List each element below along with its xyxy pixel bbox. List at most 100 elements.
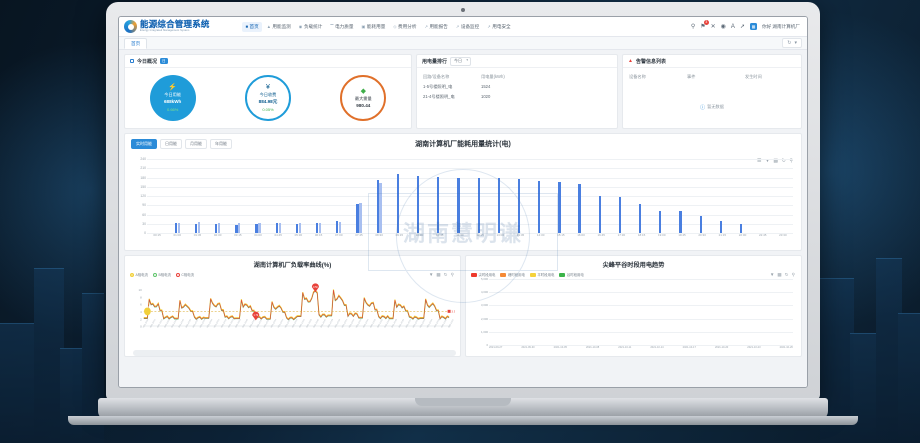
- bar-group[interactable]: [652, 159, 672, 233]
- legend-item[interactable]: 峰时段用电: [500, 272, 525, 277]
- ranking-period-select[interactable]: 今日: [450, 56, 472, 66]
- bar-switch-icon[interactable]: ▩: [773, 158, 779, 164]
- bar-switch-icon[interactable]: ▩: [777, 272, 782, 277]
- bar-group[interactable]: [490, 159, 510, 233]
- bar-group[interactable]: [288, 159, 308, 233]
- bar-group[interactable]: [329, 159, 349, 233]
- tab-home[interactable]: 首页: [124, 38, 148, 49]
- refresh-icon[interactable]: ↻: [443, 272, 448, 277]
- lang-icon[interactable]: ➚: [739, 24, 745, 30]
- bar-group[interactable]: [268, 159, 288, 233]
- bar-group[interactable]: [208, 159, 228, 233]
- bar-group[interactable]: [409, 159, 429, 233]
- chevron-down-icon[interactable]: ▾: [794, 40, 797, 46]
- bar-group[interactable]: [672, 159, 692, 233]
- table-row[interactable]: 1-5号楼照明_电 1524: [423, 82, 611, 92]
- bar-group[interactable]: [187, 159, 207, 233]
- refresh-icon[interactable]: ↻: [781, 158, 786, 164]
- bell-icon[interactable]: ⚑ 3: [700, 20, 709, 30]
- bar-group[interactable]: [531, 159, 551, 233]
- user-greeting[interactable]: 你好 湖南计算机厂: [761, 23, 800, 29]
- nav-label: 设备监控: [460, 23, 480, 29]
- font-size-icon[interactable]: A: [730, 23, 735, 30]
- y-tick: 4,000: [481, 290, 488, 295]
- gauge-max-demand[interactable]: ◆ 最大需量 980.44: [340, 75, 387, 121]
- legend-item[interactable]: 谷时段用电: [559, 272, 584, 277]
- bar-switch-icon[interactable]: ▩: [436, 272, 441, 277]
- tab-tools[interactable]: ↻ ▾: [782, 38, 802, 48]
- nav-item-cost[interactable]: ◇ 费用分析: [390, 22, 420, 32]
- svg-text:2021-10-26: 2021-10-26: [441, 319, 447, 328]
- zoom-icon[interactable]: ⚲: [791, 272, 795, 277]
- bar-group[interactable]: [753, 159, 773, 233]
- save-image-icon[interactable]: ▼: [769, 272, 775, 277]
- nav-item-device[interactable]: ↗ 设备监控: [452, 22, 482, 32]
- legend-item[interactable]: 平时段用电: [529, 272, 554, 277]
- search-icon[interactable]: ⚲: [690, 24, 696, 30]
- legend-item[interactable]: B相电流: [152, 272, 171, 277]
- nav-item-safety[interactable]: ↗ 用电安全: [484, 22, 514, 32]
- bar-group[interactable]: [450, 159, 470, 233]
- zoom-icon[interactable]: ⚲: [450, 272, 454, 277]
- bar-group[interactable]: [389, 159, 409, 233]
- bar-group[interactable]: [430, 159, 450, 233]
- bar-group[interactable]: [732, 159, 752, 233]
- col-value: 用电量(kWh): [481, 74, 505, 79]
- legend-item[interactable]: C相电流: [175, 272, 194, 277]
- nav-item-report[interactable]: ↗ 用能报告: [421, 22, 451, 32]
- bar: [255, 224, 258, 233]
- bar-group[interactable]: [147, 159, 167, 233]
- bar-group[interactable]: [571, 159, 591, 233]
- bar-group[interactable]: [611, 159, 631, 233]
- x-tick: 10:45: [435, 233, 444, 237]
- nav-item-usage[interactable]: ▣ 能耗用量: [358, 22, 389, 32]
- zoom-icon[interactable]: ⚲: [789, 158, 793, 164]
- nav-item-load[interactable]: ◉ 负载统计: [295, 22, 326, 32]
- save-image-icon[interactable]: ▼: [428, 272, 434, 277]
- bar-group[interactable]: [167, 159, 187, 233]
- bottom-row: 湖南计算机厂负载率曲线(%) A相电流 B相电流: [124, 255, 802, 357]
- y-tick: 2,000: [481, 316, 488, 321]
- save-image-icon[interactable]: ▼: [764, 158, 770, 164]
- gauge-today-cost[interactable]: ¥ 今日收费 884.98元 0.05%: [244, 75, 291, 121]
- data-view-icon[interactable]: ☰: [756, 158, 762, 164]
- nav-item-monitor[interactable]: ▲ 用能监测: [263, 22, 294, 32]
- bar: [578, 183, 581, 233]
- bar-group[interactable]: [228, 159, 248, 233]
- legend-item[interactable]: A相电流: [130, 272, 148, 277]
- bar-group[interactable]: [470, 159, 490, 233]
- bar-group[interactable]: [369, 159, 389, 233]
- nav-item-home[interactable]: ■ 首页: [242, 21, 263, 32]
- bar: [699, 216, 702, 233]
- refresh-icon[interactable]: ↻: [787, 40, 792, 46]
- eye-icon[interactable]: ◉: [720, 24, 726, 30]
- refresh-icon[interactable]: ↻: [784, 272, 789, 277]
- alarm-card: ▲ 告警信息列表 设备名称 事件 发生时间 ⓘ 暂无数据: [622, 54, 802, 129]
- tab-realtime[interactable]: 实时用能: [131, 139, 157, 149]
- legend-item[interactable]: 尖时段用电: [471, 272, 495, 277]
- bar-group[interactable]: [773, 159, 793, 233]
- bar-group[interactable]: [309, 159, 329, 233]
- svg-text:2021-10-23: 2021-10-23: [292, 319, 298, 328]
- tab-yearly[interactable]: 年用能: [210, 139, 232, 149]
- tab-monthly[interactable]: 月用能: [185, 139, 207, 149]
- bar-group[interactable]: [551, 159, 571, 233]
- fullscreen-icon[interactable]: ✕: [710, 24, 716, 30]
- bar-group[interactable]: [349, 159, 369, 233]
- overview-period-badge[interactable]: 日: [160, 58, 168, 64]
- nav-item-quality[interactable]: ▔ 电力质量: [327, 22, 357, 32]
- bar-group[interactable]: [632, 159, 652, 233]
- bar-group[interactable]: [712, 159, 732, 233]
- bar-group[interactable]: [248, 159, 268, 233]
- grid-icon[interactable]: ▦: [749, 23, 757, 30]
- app-logo[interactable]: 能源综合管理系统 Energy Integrated Management Sy…: [124, 20, 242, 33]
- x-tick: 07:00: [335, 233, 343, 237]
- bar-group[interactable]: [591, 159, 611, 233]
- table-row[interactable]: 21-4号楼照明_电 1020: [423, 92, 611, 102]
- chart-scrollbar[interactable]: [133, 350, 456, 356]
- bar-group[interactable]: [692, 159, 712, 233]
- bar-group[interactable]: [510, 159, 530, 233]
- tab-daily[interactable]: 日用能: [160, 139, 182, 149]
- gauge-today-energy[interactable]: ⚡ 今日用能 688kWh 0.66%: [149, 75, 196, 121]
- grid-line: [489, 331, 793, 333]
